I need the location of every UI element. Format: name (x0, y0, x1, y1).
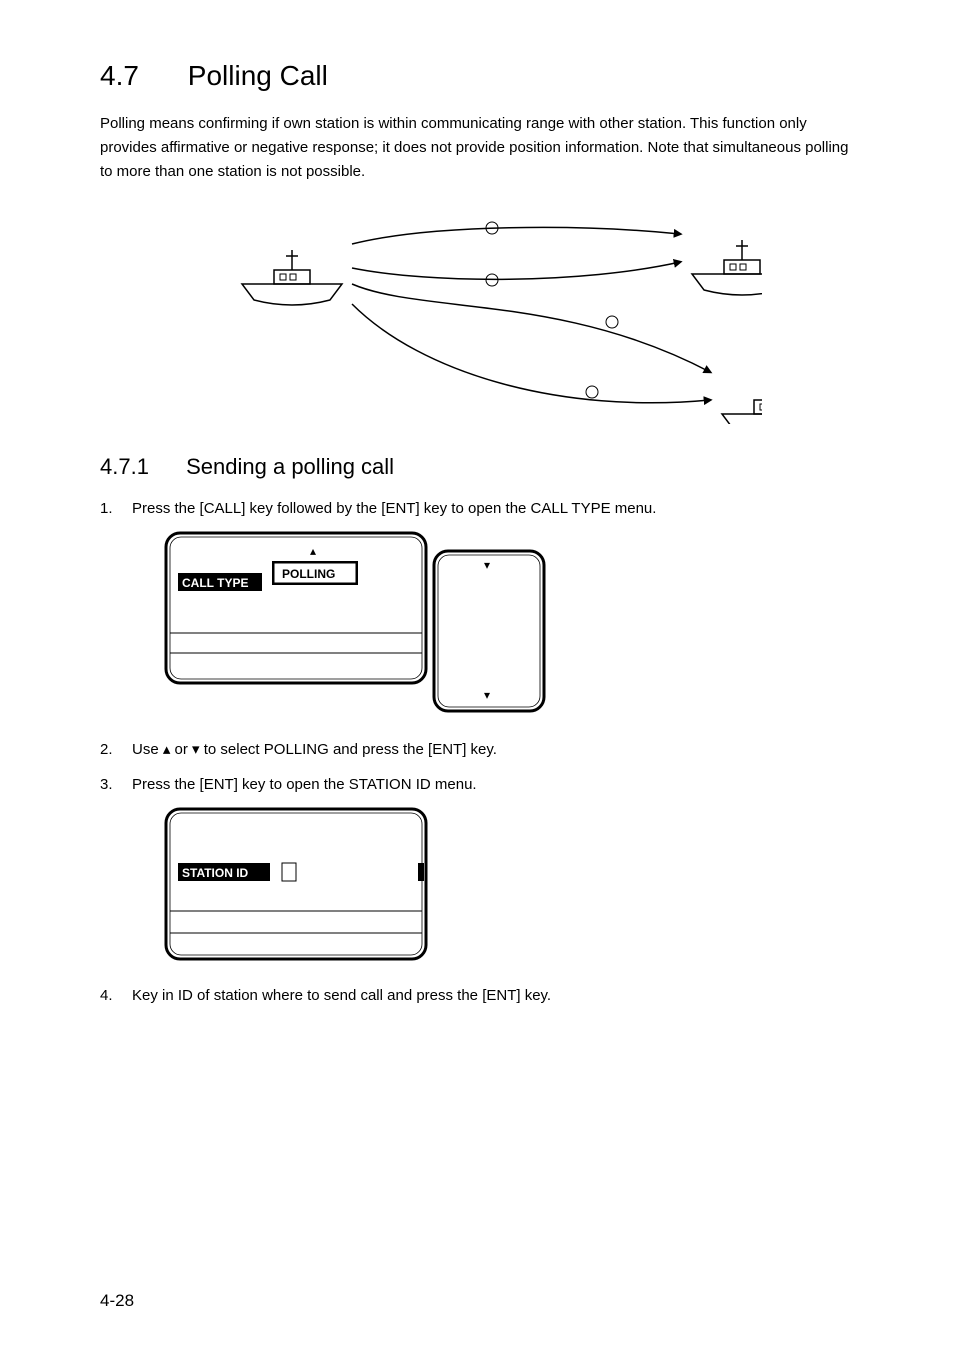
svg-text:POLLING: POLLING (282, 567, 335, 581)
step-2: Use ▴ or ▾ to select POLLING and press t… (100, 739, 864, 760)
svg-text:CALL TYPE: CALL TYPE (182, 576, 248, 590)
lcd-station-id: STATION ID (164, 807, 864, 967)
svg-text:▾: ▾ (484, 688, 490, 702)
step-3: Press the [ENT] key to open the STATION … (100, 774, 864, 967)
step-4: Key in ID of station where to send call … (100, 985, 864, 1006)
page-number: 4-28 (100, 1291, 134, 1311)
step-3-text: Press the [ENT] key to open the STATION … (132, 776, 477, 793)
section-intro: Polling means confirming if own station … (100, 112, 864, 184)
svg-text:STATION ID: STATION ID (182, 866, 249, 880)
step-1: Press the [CALL] key followed by the [EN… (100, 498, 864, 721)
step-1-text: Press the [CALL] key followed by the [EN… (132, 500, 656, 517)
steps-list: Press the [CALL] key followed by the [EN… (100, 498, 864, 1006)
svg-text:▴: ▴ (310, 544, 316, 558)
subsection-number: 4.7.1 (100, 454, 180, 480)
polling-ships-diagram (202, 204, 762, 424)
lcd-station-id-svg: STATION ID (164, 807, 428, 961)
lcd-call-type-svg: CALL TYPE POLLING ▴ ▾ ▾ (164, 531, 548, 715)
section-number: 4.7 (100, 60, 180, 92)
subsection-title-text: Sending a polling call (186, 454, 394, 479)
section-title-text: Polling Call (188, 60, 328, 91)
lcd-call-type: CALL TYPE POLLING ▴ ▾ ▾ (164, 531, 864, 721)
svg-text:▾: ▾ (484, 558, 490, 572)
subsection-title: 4.7.1 Sending a polling call (100, 454, 864, 480)
section-title: 4.7 Polling Call (100, 60, 864, 92)
